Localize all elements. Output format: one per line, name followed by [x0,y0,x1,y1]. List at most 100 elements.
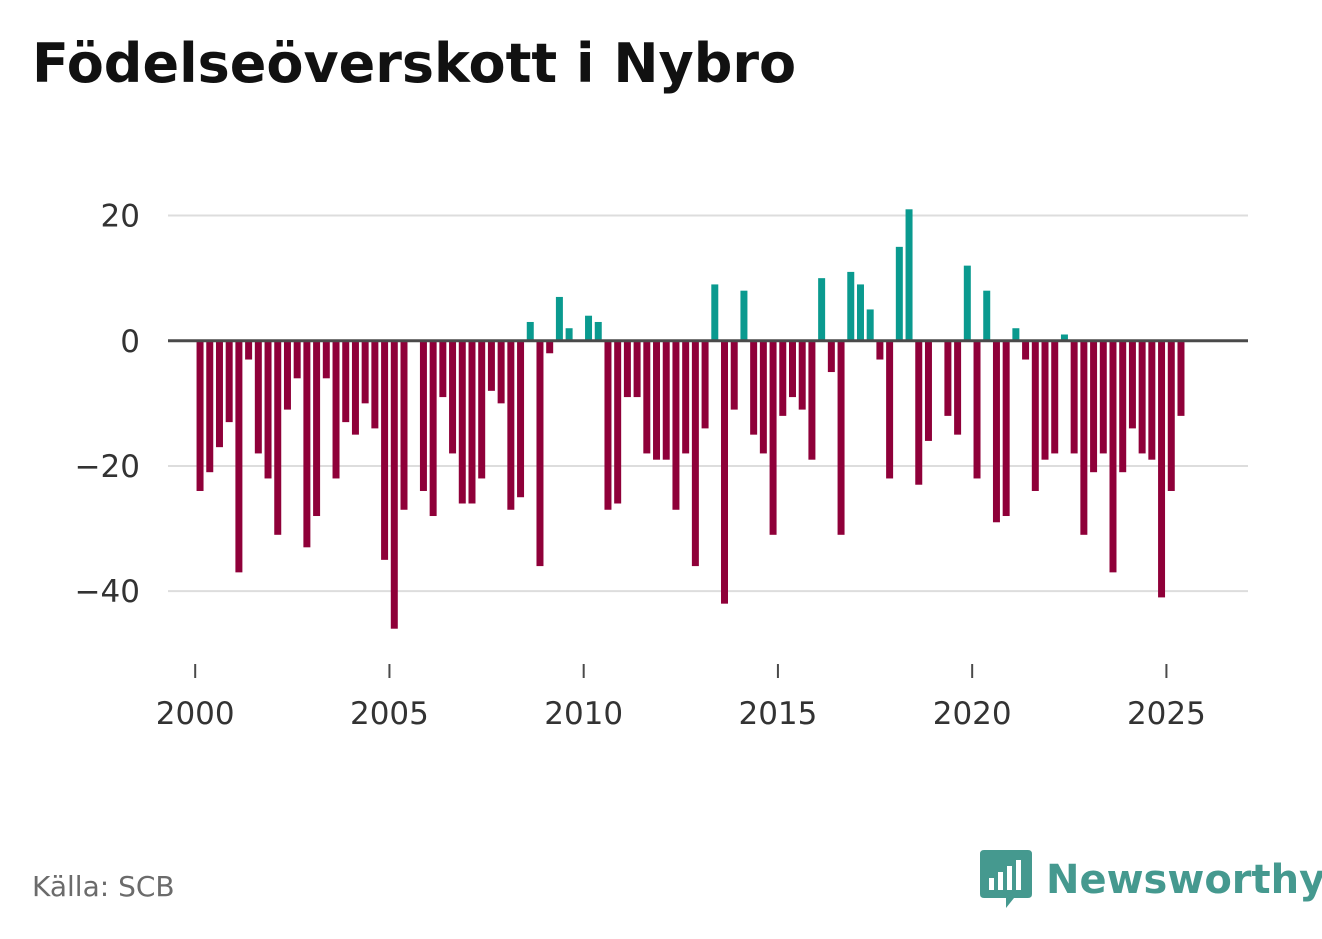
bar [1138,340,1146,454]
bar [487,340,495,391]
bar [721,340,728,604]
x-tick-label: 2025 [1127,696,1206,732]
bar [769,340,777,535]
bar [886,340,894,479]
bar [653,340,661,460]
bar [390,340,398,629]
bar [701,340,709,429]
bar [604,340,612,510]
bar [876,340,884,360]
bar [759,340,767,454]
bar [924,340,932,441]
bar [1148,340,1156,460]
bar [332,340,340,479]
bar [711,284,719,341]
bar [1080,340,1088,535]
bar [818,278,826,341]
bar [915,340,923,485]
bar [264,340,272,479]
x-tick-label: 2010 [544,696,623,732]
bar [497,340,505,404]
bar [691,340,699,567]
bar [536,340,544,567]
bar [517,340,525,498]
bar [449,340,457,454]
bar [944,340,952,416]
bar [225,340,233,423]
bar [361,340,369,404]
bar [905,209,913,341]
bar [963,265,971,341]
bar-chart: 20 0 −20 −40 2000 2005 2010 2015 2020 2025 [75,199,1248,732]
bar [585,315,593,341]
bar [439,340,447,398]
x-tick-label: 2000 [156,696,235,732]
brand-name: Newsworthy [1046,857,1322,903]
bar [1031,340,1039,491]
y-tick-label: −20 [75,449,140,485]
bar [303,340,311,548]
bar [196,340,204,491]
bar [274,340,282,535]
bar [837,340,845,535]
bar [983,290,991,341]
bar [740,290,748,341]
bar [973,340,981,479]
y-tick-label: 20 [101,199,140,235]
bar [1070,340,1078,454]
bar [750,340,758,435]
bar [1041,340,1049,460]
bar [235,340,243,573]
newsworthy-bar-chart-speech-icon [980,850,1032,908]
bar [371,340,379,429]
source-note: Källa: SCB [32,870,175,903]
bar [254,340,262,454]
bar [245,340,253,360]
bar [954,340,962,435]
bar [322,340,330,379]
tick-labels: 20 0 −20 −40 2000 2005 2010 2015 2020 2025 [75,199,1206,732]
bar [594,321,602,341]
bar [419,340,427,491]
bar [779,340,787,416]
bar [526,321,534,341]
bar [789,340,796,398]
bar [866,309,874,341]
bar [847,271,855,341]
bar [1012,328,1020,341]
bar [1128,340,1136,429]
bar [429,340,437,517]
y-tick-label: 0 [120,324,140,360]
x-tick-label: 2005 [350,696,429,732]
bars [196,209,1185,629]
bar [614,340,622,504]
x-tick-label: 2015 [738,696,817,732]
newsworthy-logo: Newsworthy [980,850,1322,910]
bar [478,340,486,479]
bar [730,340,738,410]
bar [351,340,359,435]
bar [827,340,835,373]
bar [662,340,670,460]
bar [1167,340,1175,491]
bar [381,340,389,560]
bar [546,340,554,354]
bar [313,340,321,517]
bar [992,340,1000,523]
bar [643,340,651,454]
bar [798,340,806,410]
bar [1051,340,1059,454]
bar [1022,340,1030,360]
bar [895,246,903,341]
bar [293,340,301,379]
x-tick-label: 2020 [933,696,1012,732]
bar [633,340,641,398]
bar [565,328,573,341]
chart-title: Födelseöverskott i Nybro [32,32,797,95]
bar [1177,340,1185,416]
bar [808,340,816,460]
bar [1119,340,1127,473]
bar [1158,340,1166,598]
bar [672,340,680,510]
bar [507,340,515,510]
